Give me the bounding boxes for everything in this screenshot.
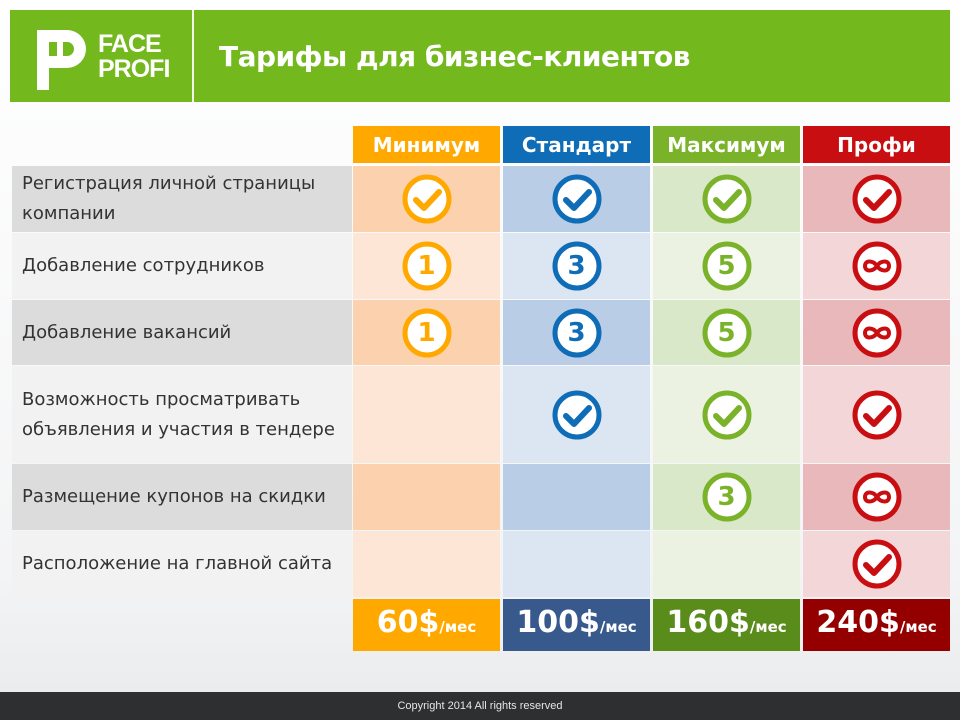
feature-cell: [653, 366, 800, 463]
feature-label: Возможность просматривать объявления и у…: [12, 366, 352, 463]
check-icon: [851, 173, 903, 225]
feature-cell: 3: [653, 464, 800, 530]
infinity-icon: [851, 240, 903, 292]
feature-cell: 3: [503, 233, 650, 299]
check-icon: [851, 538, 903, 590]
price-amount: 60$: [376, 605, 440, 640]
number-badge-icon: 5: [701, 240, 753, 292]
feature-cell: [653, 531, 800, 597]
badge-number: 1: [417, 317, 436, 348]
feature-cell: [353, 166, 500, 232]
feature-cell: 1: [353, 233, 500, 299]
check-icon: [701, 389, 753, 441]
feature-cell: 1: [353, 300, 500, 365]
logo-text: FACE PROFI: [98, 30, 170, 83]
feature-cell: [803, 464, 950, 530]
feature-label: Размещение купонов на скидки: [12, 464, 352, 530]
feature-label: Добавление сотрудников: [12, 233, 352, 299]
feature-cell: [353, 464, 500, 530]
feature-cell: [503, 531, 650, 597]
feature-cell: [803, 300, 950, 365]
price-unit: /мес: [599, 618, 637, 636]
price-cell-4[interactable]: 240$/мес: [803, 599, 950, 651]
badge-number: 5: [717, 317, 736, 348]
price-unit: /мес: [439, 618, 477, 636]
badge-number: 3: [567, 317, 586, 348]
feature-cell: 3: [503, 300, 650, 365]
plan-header-3[interactable]: Максимум: [653, 126, 800, 163]
header-bar: FACE PROFI Тарифы для бизнес-клиентов: [10, 10, 950, 102]
feature-cell: [653, 166, 800, 232]
page-title: Тарифы для бизнес-клиентов: [219, 39, 691, 73]
logo-line-2: PROFI: [98, 55, 170, 83]
plan-header-4[interactable]: Профи: [803, 126, 950, 163]
price-cell-3[interactable]: 160$/мес: [653, 599, 800, 651]
plan-header-2[interactable]: Стандарт: [503, 126, 650, 163]
logo-line-1: FACE: [98, 30, 162, 58]
number-badge-icon: 3: [551, 307, 603, 359]
feature-cell: [803, 166, 950, 232]
check-icon: [551, 389, 603, 441]
check-icon: [701, 173, 753, 225]
feature-cell: 5: [653, 300, 800, 365]
number-badge-icon: 1: [401, 240, 453, 292]
number-badge-icon: 5: [701, 307, 753, 359]
number-badge-icon: 3: [551, 240, 603, 292]
feature-cell: [353, 531, 500, 597]
check-icon: [551, 173, 603, 225]
badge-number: 3: [567, 251, 586, 281]
number-badge-icon: 1: [401, 307, 453, 359]
feature-cell: [503, 366, 650, 463]
check-icon: [401, 173, 453, 225]
badge-number: 3: [717, 482, 736, 512]
feature-cell: [803, 531, 950, 597]
price-amount: 100$: [516, 605, 600, 640]
infinity-icon: [851, 307, 903, 359]
infinity-icon: [851, 471, 903, 523]
feature-cell: [803, 233, 950, 299]
feature-label: Регистрация личной страницы компании: [12, 166, 352, 232]
feature-cell: [503, 166, 650, 232]
footer: Copyright 2014 All rights reserved: [0, 692, 960, 720]
header-divider: [192, 10, 194, 102]
feature-cell: [803, 366, 950, 463]
plan-header-1[interactable]: Минимум: [353, 126, 500, 163]
feature-label: Добавление вакансий: [12, 300, 352, 365]
badge-number: 5: [717, 251, 736, 281]
price-amount: 160$: [666, 605, 750, 640]
price-cell-1[interactable]: 60$/мес: [353, 599, 500, 651]
logo[interactable]: FACE PROFI: [10, 10, 192, 102]
feature-cell: [503, 464, 650, 530]
logo-mark-icon: [37, 30, 86, 90]
feature-cell: [353, 366, 500, 463]
check-icon: [851, 389, 903, 441]
feature-cell: 5: [653, 233, 800, 299]
price-unit: /мес: [749, 618, 787, 636]
number-badge-icon: 3: [701, 471, 753, 523]
feature-label: Расположение на главной сайта: [12, 531, 352, 597]
price-unit: /мес: [899, 618, 937, 636]
price-amount: 240$: [816, 605, 900, 640]
badge-number: 1: [417, 251, 436, 281]
price-cell-2[interactable]: 100$/мес: [503, 599, 650, 651]
